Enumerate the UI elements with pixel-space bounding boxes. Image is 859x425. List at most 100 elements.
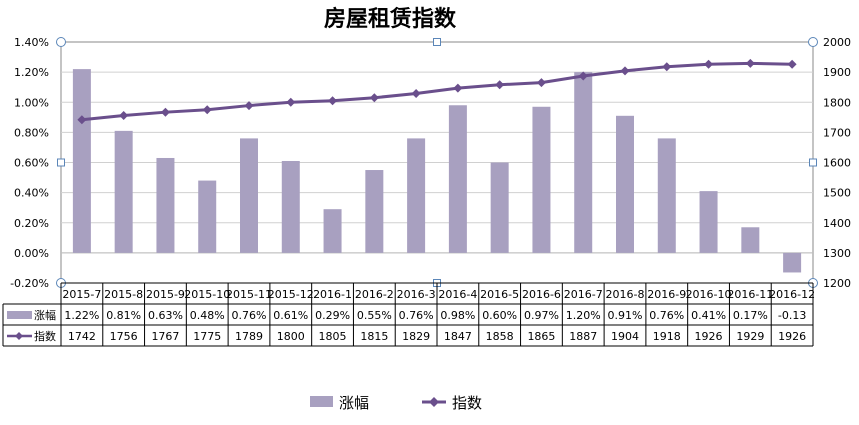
line-point: [704, 59, 714, 69]
x-category-label: 2016-6: [522, 288, 561, 301]
table-cell-index: 1904: [611, 330, 639, 343]
line-point: [495, 80, 505, 90]
bar: [699, 191, 718, 253]
x-category-label: 2016-11: [727, 288, 773, 301]
line-point: [745, 58, 755, 68]
bar: [240, 138, 258, 253]
right-tick-label: 1500: [823, 187, 851, 200]
right-tick-label: 1700: [823, 126, 851, 139]
x-category-label: 2015-8: [104, 288, 143, 301]
table-cell-change: -0.13: [778, 309, 806, 322]
table-cell-change: 0.48%: [190, 309, 225, 322]
table-key-bar: [7, 311, 32, 319]
resize-handle-corner[interactable]: [56, 37, 66, 47]
line-point: [77, 115, 87, 125]
table-cell-index: 1742: [68, 330, 96, 343]
x-category-label: 2016-10: [686, 288, 732, 301]
resize-handle-edge[interactable]: [433, 38, 441, 46]
bar: [114, 130, 133, 253]
resize-handle-edge[interactable]: [809, 158, 817, 167]
x-category-label: 2016-8: [606, 288, 645, 301]
line-point: [244, 101, 254, 111]
table-row-header-index: 指数: [34, 329, 56, 343]
table-cell-index: 1815: [360, 330, 388, 343]
table-cell-change: 0.98%: [440, 309, 475, 322]
x-category-label: 2015-12: [268, 288, 314, 301]
left-tick-label: 0.40%: [14, 187, 49, 200]
table-cell-change: 0.17%: [733, 309, 768, 322]
bar: [323, 209, 342, 253]
x-category-label: 2016-2: [355, 288, 394, 301]
legend-label-index: 指数: [452, 394, 482, 412]
table-cell-index: 1918: [653, 330, 681, 343]
table-cell-index: 1926: [778, 330, 806, 343]
bar: [741, 227, 760, 253]
right-tick-label: 1600: [823, 157, 851, 170]
table-cell-index: 1926: [695, 330, 723, 343]
x-category-label: 2016-7: [564, 288, 603, 301]
line-point: [119, 111, 129, 121]
left-tick-label: 0.60%: [14, 157, 49, 170]
x-category-label: 2016-12: [769, 288, 815, 301]
bar: [72, 69, 91, 253]
table-cell-index: 1929: [736, 330, 764, 343]
table-cell-change: 1.22%: [64, 309, 99, 322]
left-tick-label: 0.80%: [14, 126, 49, 139]
bar: [407, 138, 426, 253]
legend[interactable]: 涨幅 指数: [310, 394, 482, 412]
right-tick-label: 1900: [823, 66, 851, 79]
table-row-header-change: 涨幅: [34, 309, 56, 322]
line-point: [328, 96, 338, 106]
table-cell-index: 1800: [277, 330, 305, 343]
line-point: [411, 89, 421, 99]
resize-handle-corner[interactable]: [808, 37, 818, 47]
line-series: [77, 58, 797, 125]
table-cell-change: 0.29%: [315, 309, 350, 322]
right-tick-label: 1800: [823, 96, 851, 109]
legend-label-change: 涨幅: [339, 394, 369, 412]
bar: [156, 157, 175, 253]
table-cell-index: 1756: [110, 330, 138, 343]
table-cell-index: 1789: [235, 330, 263, 343]
bar: [490, 162, 509, 253]
left-tick-label: 0.20%: [14, 217, 49, 230]
table-cell-change: 1.20%: [566, 309, 601, 322]
table-cell-change: 0.76%: [399, 309, 434, 322]
line-point: [286, 97, 296, 107]
x-category-label: 2015-10: [184, 288, 230, 301]
legend-swatch-bar: [310, 396, 333, 407]
x-category-label: 2016-9: [647, 288, 686, 301]
table-cell-change: 0.76%: [232, 309, 267, 322]
line-point: [620, 66, 630, 76]
right-tick-label: 1200: [823, 277, 851, 290]
table-cell-index: 1775: [193, 330, 221, 343]
left-axis: -0.20% 0.00% 0.20% 0.40% 0.60% 0.80% 1.00% 1.20…: [10, 36, 49, 290]
bar: [574, 72, 593, 253]
line-point: [787, 59, 797, 69]
table-cell-index: 1865: [527, 330, 555, 343]
table-cell-index: 1829: [402, 330, 430, 343]
bar: [198, 180, 217, 253]
bar: [532, 106, 551, 253]
left-tick-label: -0.20%: [10, 277, 49, 290]
table-cell-change: 0.61%: [273, 309, 308, 322]
right-axis: 1200 1300 1400 1500 1600 1700 1800 1900 2000: [823, 36, 851, 290]
table-cell-index: 1858: [486, 330, 514, 343]
line-point: [160, 107, 170, 117]
table-cell-index: 1805: [319, 330, 347, 343]
x-category-label: 2015-7: [62, 288, 101, 301]
x-category-label: 2016-1: [313, 288, 352, 301]
chart-title: 房屋租赁指数: [324, 6, 457, 32]
bar: [657, 138, 676, 253]
bar: [783, 252, 802, 273]
line-point: [662, 62, 672, 72]
line-point: [369, 93, 379, 103]
x-category-label: 2016-3: [397, 288, 436, 301]
table-cell-change: 0.63%: [148, 309, 183, 322]
bar-series: [72, 69, 802, 273]
table-cell-change: 0.81%: [106, 309, 141, 322]
bar: [448, 105, 467, 253]
resize-handle-edge[interactable]: [57, 158, 65, 167]
